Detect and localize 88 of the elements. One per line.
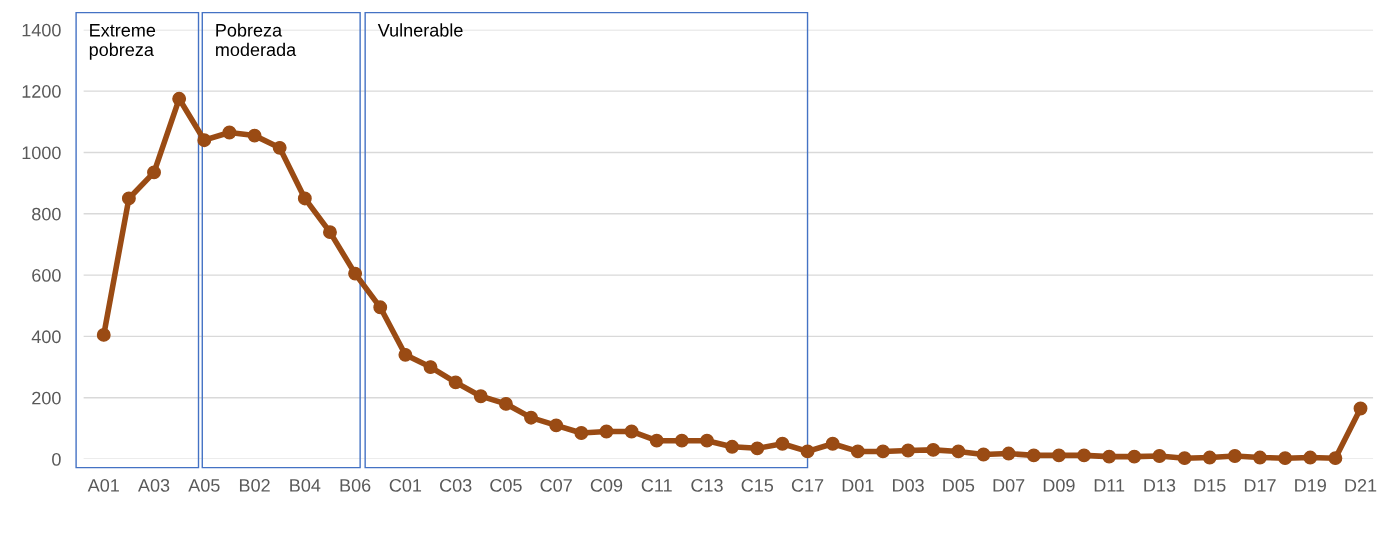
point [297,191,312,206]
point [926,442,941,457]
x-tick-label: D21 [1345,479,1377,492]
point [348,266,363,281]
x-tick-label: A03 [137,479,170,492]
point [172,91,187,106]
point [700,433,714,448]
point [147,165,161,180]
x-tick-label: C05 [490,479,522,492]
point [1303,450,1318,465]
point [1328,451,1343,466]
point [674,433,689,448]
x-tick-label: C13 [691,479,723,492]
point [725,439,740,454]
y-tick-label: 1000 [22,146,61,160]
x-tick-label: C09 [590,479,623,492]
x-tick-label: D09 [1043,479,1075,492]
point [423,360,438,375]
x-tick-label: A05 [188,479,220,492]
point [574,426,589,440]
point [498,396,513,411]
point [951,444,966,459]
point [1001,446,1016,461]
x-tick-label: B04 [290,479,321,492]
point [222,125,237,140]
point [1077,448,1091,463]
point [1127,449,1142,464]
y-tick-label: 400 [31,330,61,344]
point [624,424,639,439]
point [448,375,463,390]
y-tick-label: 200 [32,391,61,405]
point [1152,449,1167,463]
x-tick-label: D17 [1244,479,1276,492]
point [323,225,337,240]
x-tick-label: D05 [943,479,975,492]
x-tick-label: C03 [440,479,472,492]
point [524,410,538,425]
point [197,133,212,148]
point [1353,401,1368,416]
x-tick-label: D15 [1194,479,1226,492]
x-tick-label: C17 [791,479,824,492]
x-tick-label: C11 [641,479,672,492]
x-tick-label: D03 [893,479,924,492]
y-tick-label: 800 [32,207,61,221]
point [1253,450,1267,465]
point [1051,448,1066,463]
point [1026,448,1041,463]
x-tick-label: D07 [993,479,1025,492]
x-tick-label: D19 [1295,479,1326,492]
point [1102,449,1117,464]
point [750,441,765,456]
x-tick-label: C01 [389,479,422,492]
point [1202,450,1217,465]
point [649,433,664,448]
point [247,128,262,143]
point [876,444,890,459]
point [398,347,413,362]
point [976,447,991,462]
x-tick-label: C15 [741,479,774,492]
point [775,436,790,451]
annotation: Extreme pobreza [89,24,156,60]
y-tick-label: 1200 [22,85,61,98]
x-tick-label: D13 [1144,479,1176,492]
point [850,444,865,459]
x-tick-label: B02 [239,479,270,492]
point [901,443,916,458]
x-tick-label: B06 [340,479,371,492]
y-tick-label: 600 [32,269,61,282]
point [599,424,614,439]
point [1278,451,1293,466]
point [121,191,136,206]
point [473,389,488,404]
point [96,327,111,342]
x-tick-label: A01 [87,479,119,492]
y-tick-label: 0 [52,453,61,466]
x-tick-label: D01 [842,479,874,492]
x-tick-label: D11 [1094,479,1125,492]
point [1177,451,1192,466]
point [800,444,815,459]
point [373,300,388,315]
point [272,140,287,155]
point [825,436,840,451]
annotation: Vulnerable [377,23,463,37]
point [1227,449,1242,463]
annotation: Pobreza moderada [216,23,297,57]
y-tick-label: 1400 [22,23,61,37]
x-tick-label: C07 [540,479,572,492]
point [549,418,564,433]
